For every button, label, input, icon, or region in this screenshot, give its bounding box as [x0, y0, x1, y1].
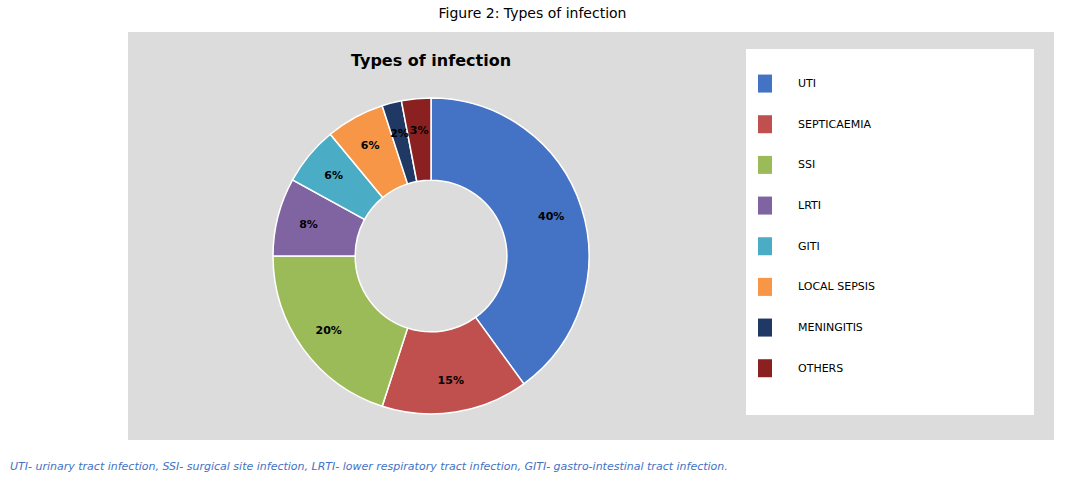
legend-label: MENINGITIS — [798, 321, 863, 334]
data-label: 20% — [316, 324, 342, 337]
data-label: 8% — [299, 218, 318, 231]
data-label: 6% — [361, 139, 380, 152]
legend: UTI SEPTICAEMIA SSI LRTI GITI LOCAL SEPSIS MEN… — [746, 49, 1034, 415]
data-label: 40% — [538, 210, 564, 223]
legend-label: UTI — [798, 77, 816, 90]
legend-swatch — [758, 359, 772, 377]
legend-label: LOCAL SEPSIS — [798, 280, 875, 293]
legend-label: LRTI — [798, 199, 821, 212]
panel-background — [128, 32, 1054, 440]
data-label: 6% — [324, 169, 343, 182]
donut — [273, 98, 589, 414]
legend-label: SEPTICAEMIA — [798, 118, 871, 131]
legend-swatch — [758, 197, 772, 215]
legend-label: SSI — [798, 158, 815, 171]
legend-swatch — [758, 156, 772, 174]
legend-label: GITI — [798, 240, 820, 253]
chart: Figure 2: Types of infection UTI- urinary… — [0, 0, 1065, 488]
footnote: UTI- urinary tract infection, SSI- surgi… — [10, 460, 728, 473]
data-labels: 40% 15% 20% 8% 6% 6% 2%3% — [299, 124, 564, 388]
legend-background — [746, 49, 1034, 415]
chart-title: Types of infection — [351, 51, 511, 70]
data-label: 15% — [438, 374, 464, 387]
legend-swatch — [758, 319, 772, 337]
data-label: 3% — [410, 124, 429, 137]
legend-label: OTHERS — [798, 362, 843, 375]
data-label: 2% — [390, 127, 409, 140]
legend-swatch — [758, 278, 772, 296]
legend-swatch — [758, 115, 772, 133]
legend-swatch — [758, 237, 772, 255]
donut-slice — [273, 256, 408, 406]
legend-swatch — [758, 75, 772, 93]
figure-caption: Figure 2: Types of infection — [439, 5, 627, 21]
